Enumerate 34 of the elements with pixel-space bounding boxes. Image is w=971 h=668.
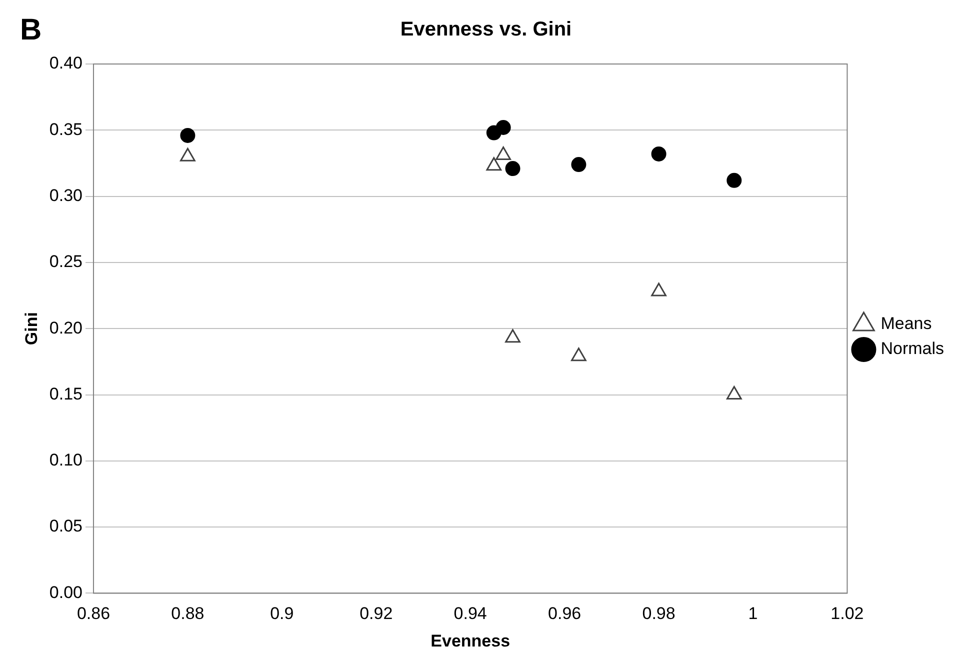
point — [726, 386, 742, 400]
y-tick-label: 0.25 — [49, 252, 82, 272]
x-tick-label: 0.86 — [76, 604, 110, 624]
y-axis-title: Gini — [22, 312, 41, 346]
x-tick-label: 1 — [748, 604, 758, 624]
point — [180, 128, 196, 143]
x-tick-label: 0.92 — [360, 604, 393, 624]
point — [651, 282, 666, 296]
x-tick-label: 0.88 — [171, 604, 204, 624]
point — [571, 157, 586, 172]
point — [571, 348, 586, 362]
point — [651, 146, 666, 162]
point — [505, 329, 520, 343]
y-tick-label: 0.35 — [49, 120, 82, 139]
y-tick-label: 0.30 — [49, 186, 82, 205]
x-tick-label: 0.9 — [270, 604, 294, 624]
legend-label: Means — [880, 314, 932, 334]
y-tick-label: 0.20 — [49, 318, 82, 338]
x-tick-label: 0.94 — [454, 604, 487, 624]
x-tick-label: 0.98 — [642, 604, 676, 624]
y-tick-label: 0.15 — [49, 384, 82, 404]
point — [726, 172, 742, 188]
x-axis-title: Evenness — [430, 631, 510, 650]
y-tick-label: 0.00 — [49, 582, 82, 602]
legend-label: Normals — [880, 339, 944, 358]
y-tick-label: 0.05 — [49, 516, 82, 536]
point — [505, 161, 520, 176]
chart-title: Evenness vs. Gini — [400, 18, 572, 41]
text: B — [20, 13, 42, 46]
x-tick-label: 1.02 — [830, 604, 864, 624]
y-tick-label: 0.40 — [49, 54, 82, 73]
x-tick-label: 0.96 — [548, 604, 582, 624]
point — [496, 120, 511, 136]
y-tick-label: 0.10 — [49, 450, 82, 470]
